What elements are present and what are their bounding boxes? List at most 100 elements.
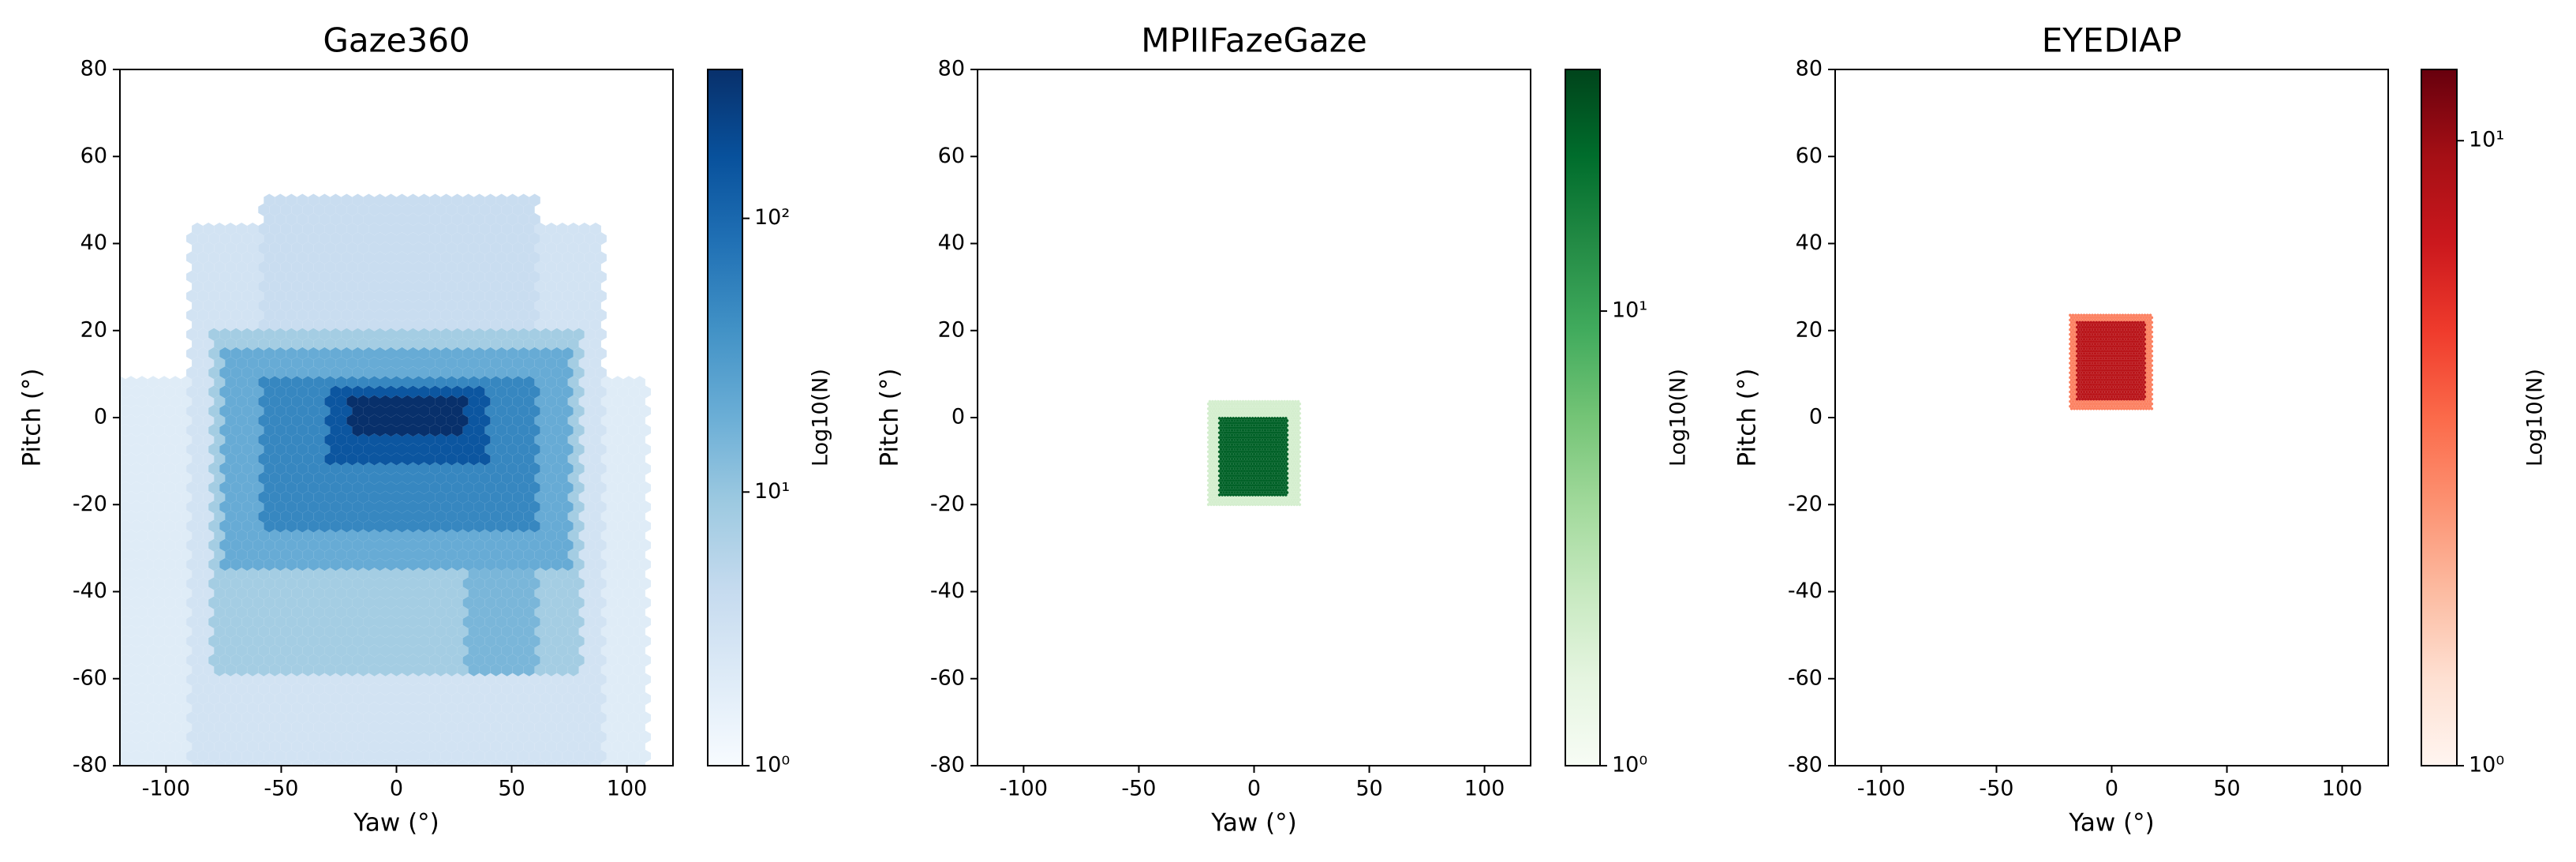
hex-cell xyxy=(2087,364,2090,368)
hex-cell xyxy=(473,212,485,226)
hex-cell xyxy=(1246,469,1249,473)
hex-cell xyxy=(280,624,292,639)
hex-cell xyxy=(2104,404,2108,408)
hex-cell xyxy=(269,318,281,332)
hex-cell xyxy=(484,481,496,494)
hex-cell xyxy=(1262,402,1266,406)
hex-cell xyxy=(440,404,452,418)
hex-cell xyxy=(1251,478,1254,482)
hex-cell xyxy=(2117,373,2120,377)
hex-cell xyxy=(136,471,148,485)
hex-cell xyxy=(2078,344,2081,348)
hex-cell xyxy=(639,557,651,572)
hex-cell xyxy=(473,423,485,437)
hex-cell xyxy=(269,682,281,695)
hex-cell xyxy=(1226,493,1229,497)
hex-cell xyxy=(2071,371,2075,375)
hex-cell xyxy=(440,366,452,380)
hex-cell xyxy=(346,279,358,293)
hex-cell xyxy=(374,309,386,322)
hex-cell xyxy=(495,557,507,572)
hex-cell xyxy=(346,702,358,715)
hex-cell xyxy=(562,251,574,264)
hex-cell xyxy=(429,366,441,380)
hex-cell xyxy=(1281,416,1285,420)
hex-cell xyxy=(2107,404,2111,408)
hex-cell xyxy=(308,730,320,744)
hex-cell xyxy=(2091,351,2094,355)
hex-cell xyxy=(2133,388,2137,392)
hex-cell xyxy=(457,471,469,485)
hex-cell xyxy=(286,366,297,380)
hex-cell xyxy=(1266,404,1269,408)
hex-cell xyxy=(440,635,452,648)
hex-cell xyxy=(120,702,125,715)
hex-cell xyxy=(2071,376,2075,380)
hex-cell xyxy=(2114,349,2118,353)
hex-cell xyxy=(639,404,651,418)
hex-cell xyxy=(1295,416,1299,420)
hex-cell xyxy=(1224,443,1228,447)
hex-cell xyxy=(562,500,574,514)
hex-cell xyxy=(225,452,237,466)
hex-cell xyxy=(2088,362,2092,365)
hex-cell xyxy=(562,385,574,399)
hex-cell xyxy=(1270,483,1273,487)
hex-cell xyxy=(2078,364,2081,368)
hex-cell xyxy=(424,605,436,619)
hex-cell xyxy=(407,423,419,437)
hex-cell xyxy=(2102,366,2105,370)
hex-cell xyxy=(2095,344,2098,348)
hex-cell xyxy=(1279,411,1282,415)
hex-cell xyxy=(2093,347,2097,350)
hex-cell xyxy=(2135,404,2138,408)
hex-cell xyxy=(2139,402,2143,406)
hex-cell xyxy=(429,711,441,725)
hex-cell xyxy=(1226,411,1229,415)
hex-cell xyxy=(1221,416,1224,420)
hex-cell xyxy=(628,711,640,725)
hex-cell xyxy=(1262,440,1266,444)
hex-cell xyxy=(308,673,320,686)
hex-cell xyxy=(501,223,513,236)
hex-cell xyxy=(1246,498,1249,502)
hex-cell xyxy=(407,596,419,609)
hex-cell xyxy=(374,193,386,207)
hex-cell xyxy=(1269,452,1273,456)
hex-cell xyxy=(153,519,165,533)
hex-cell xyxy=(617,577,629,590)
hex-cell xyxy=(1251,503,1254,507)
hex-cell xyxy=(264,691,275,706)
hex-cell xyxy=(1254,431,1257,435)
hex-cell xyxy=(1235,450,1238,454)
hex-cell xyxy=(1221,493,1224,497)
y-axis-label: Pitch (°) xyxy=(18,368,47,467)
hex-cell xyxy=(197,654,209,667)
hex-cell xyxy=(203,568,215,581)
hex-cell xyxy=(2104,390,2108,394)
hex-cell xyxy=(219,557,231,572)
hex-cell xyxy=(1212,407,1216,410)
hex-cell xyxy=(252,423,264,437)
hex-cell xyxy=(2080,380,2083,384)
hex-cell xyxy=(368,759,380,766)
hex-cell xyxy=(2092,364,2096,368)
hex-cell xyxy=(148,529,159,542)
hex-cell xyxy=(2131,349,2134,353)
hex-cell xyxy=(2140,390,2144,394)
hex-cell xyxy=(457,759,469,766)
hex-cell xyxy=(230,749,242,763)
hex-cell xyxy=(556,740,568,753)
hex-cell xyxy=(2148,407,2151,410)
hex-cell xyxy=(363,290,375,303)
hex-cell xyxy=(1230,481,1234,485)
hex-cell xyxy=(468,279,480,293)
hex-cell xyxy=(352,270,364,283)
hex-cell xyxy=(357,702,369,715)
hex-cell xyxy=(363,749,375,763)
hex-cell xyxy=(252,749,264,763)
hex-cell xyxy=(2113,395,2116,399)
hex-cell xyxy=(1230,423,1234,427)
hex-cell xyxy=(164,500,176,514)
hex-cell xyxy=(335,242,347,255)
